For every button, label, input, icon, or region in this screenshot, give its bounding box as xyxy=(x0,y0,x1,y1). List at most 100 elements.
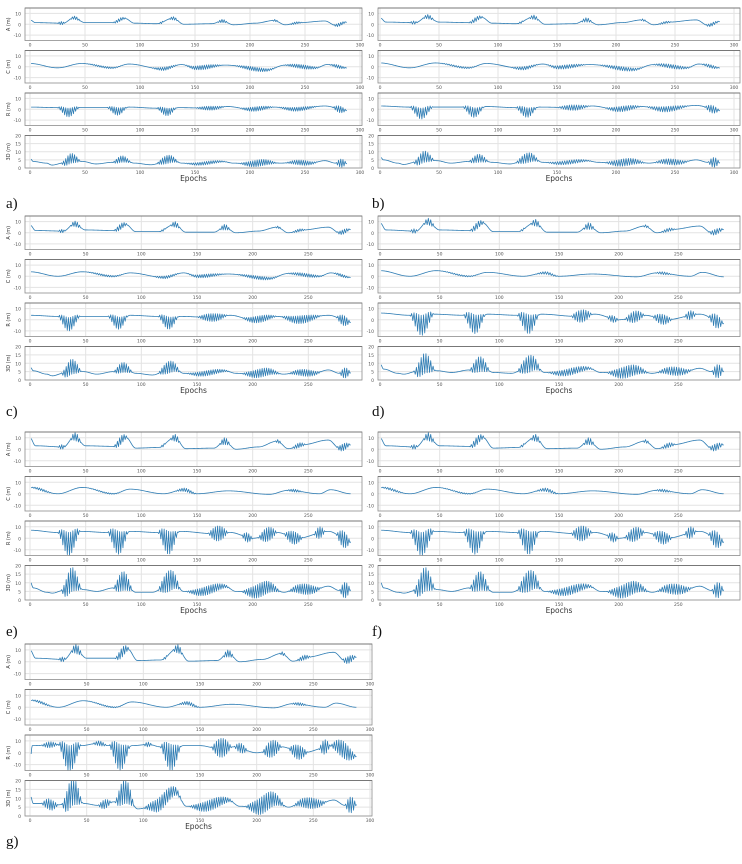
x-tick-label: 150 xyxy=(193,252,202,258)
x-tick-label: 100 xyxy=(495,382,504,388)
panel-label: f) xyxy=(372,624,382,640)
x-tick-label: 50 xyxy=(437,602,443,608)
x-tick-label: 50 xyxy=(83,513,89,519)
x-tick-label: 100 xyxy=(139,773,148,779)
x-tick-label: 50 xyxy=(436,85,442,91)
x-tick-label: 200 xyxy=(612,43,621,49)
x-tick-label: 300 xyxy=(356,43,364,49)
y-tick-label: 0 xyxy=(18,751,21,757)
series-line xyxy=(30,780,357,815)
series-line xyxy=(30,738,357,771)
y-axis-label: C (m) xyxy=(6,700,12,714)
x-tick-label: 100 xyxy=(495,602,504,608)
x-tick-label: 250 xyxy=(671,128,680,134)
x-tick-label: 250 xyxy=(671,85,680,91)
x-tick-label: 200 xyxy=(248,339,257,345)
x-tick-label: 0 xyxy=(29,602,32,608)
x-tick-label: 150 xyxy=(555,602,564,608)
figure-g: -10 0 10 0 50 100 150 200 250 300 A (m) -10 0 10 0 50 10… xyxy=(0,642,376,832)
y-tick-label: -10 xyxy=(367,503,374,509)
x-tick-label: 200 xyxy=(612,85,621,91)
x-tick-label: 0 xyxy=(379,382,382,388)
x-tick-label: 0 xyxy=(29,85,32,91)
y-tick-label: 0 xyxy=(18,231,21,237)
x-tick-label: 0 xyxy=(29,382,32,388)
x-axis-label: Epochs xyxy=(180,386,207,395)
y-tick-label: 10 xyxy=(15,693,21,699)
y-tick-label: -10 xyxy=(14,76,21,82)
x-tick-label: 150 xyxy=(191,43,200,49)
y-tick-label: 5 xyxy=(371,589,374,595)
x-tick-label: 100 xyxy=(137,339,146,345)
x-tick-label: 200 xyxy=(246,128,255,134)
x-tick-label: 300 xyxy=(366,682,375,688)
x-axis-label: Epochs xyxy=(180,606,207,615)
x-tick-label: 100 xyxy=(495,558,504,564)
x-tick-label: 200 xyxy=(252,818,261,824)
x-tick-label: 0 xyxy=(29,43,32,49)
x-tick-label: 0 xyxy=(29,128,32,134)
x-tick-label: 50 xyxy=(82,170,88,176)
y-tick-label: 0 xyxy=(18,166,21,172)
x-tick-label: 0 xyxy=(379,85,382,91)
x-tick-label: 100 xyxy=(495,513,504,519)
y-tick-label: 10 xyxy=(15,796,21,802)
series-line xyxy=(380,567,725,599)
x-tick-label: 300 xyxy=(366,773,375,779)
y-tick-label: 10 xyxy=(368,96,374,102)
y-tick-label: 20 xyxy=(368,564,374,570)
x-tick-label: 200 xyxy=(612,170,621,176)
y-tick-label: 0 xyxy=(371,65,374,71)
series-line xyxy=(30,15,347,28)
y-tick-label: -10 xyxy=(14,242,21,248)
x-tick-label: 150 xyxy=(553,128,562,134)
y-tick-label: -10 xyxy=(367,548,374,554)
y-axis-label: C (m) xyxy=(6,269,12,283)
x-tick-label: 150 xyxy=(193,513,202,519)
x-tick-label: 200 xyxy=(614,382,623,388)
x-axis-label: Epochs xyxy=(546,386,573,395)
y-tick-label: 0 xyxy=(371,274,374,280)
x-tick-label: 50 xyxy=(82,85,88,91)
y-tick-label: 10 xyxy=(15,220,21,226)
x-tick-label: 250 xyxy=(304,339,313,345)
x-tick-label: 50 xyxy=(437,252,443,258)
y-tick-label: 0 xyxy=(371,598,374,604)
x-tick-label: 0 xyxy=(379,252,382,258)
x-tick-label: 150 xyxy=(193,295,202,301)
x-tick-label: 100 xyxy=(495,469,504,475)
y-tick-label: 5 xyxy=(18,370,21,376)
x-tick-label: 50 xyxy=(83,558,89,564)
series-line xyxy=(30,699,357,709)
y-tick-label: 10 xyxy=(368,54,374,60)
y-tick-label: 0 xyxy=(18,378,21,384)
y-tick-label: 0 xyxy=(18,705,21,711)
x-tick-label: 250 xyxy=(304,469,313,475)
y-tick-label: 20 xyxy=(15,779,21,785)
x-tick-label: 250 xyxy=(309,682,318,688)
x-tick-label: 250 xyxy=(301,43,310,49)
y-tick-label: 5 xyxy=(18,158,21,164)
y-tick-label: 15 xyxy=(368,142,374,148)
x-tick-label: 200 xyxy=(614,339,623,345)
y-tick-label: -10 xyxy=(367,459,374,465)
series-line xyxy=(381,486,724,495)
y-tick-label: 10 xyxy=(15,480,21,486)
x-tick-label: 300 xyxy=(730,85,739,91)
x-tick-label: 250 xyxy=(304,513,313,519)
x-tick-label: 0 xyxy=(29,773,32,779)
y-axis-label: R (m) xyxy=(6,746,12,760)
